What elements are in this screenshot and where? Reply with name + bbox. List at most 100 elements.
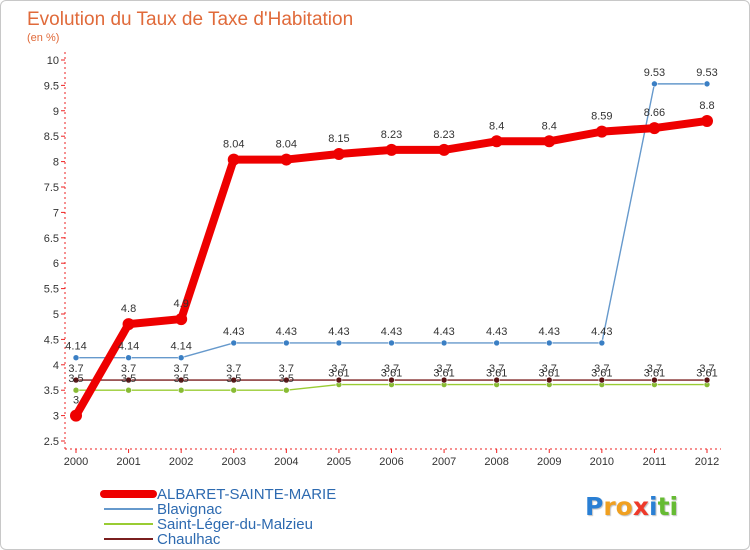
data-point [177, 386, 185, 394]
x-tick-label: 2003 [222, 456, 246, 468]
data-point [335, 339, 343, 347]
data-point [490, 135, 503, 148]
x-tick-label: 2009 [537, 456, 561, 468]
data-point [125, 376, 132, 384]
legend-label: Saint-Léger-du-Malzieu [157, 516, 313, 533]
data-label: 3.7 [279, 363, 294, 375]
x-tick-label: 2005 [327, 456, 351, 468]
x-tick-label: 2000 [64, 456, 88, 468]
x-tick-label: 2007 [432, 456, 456, 468]
data-label: 3.61 [381, 368, 402, 380]
logo-letter: o [615, 492, 633, 521]
x-tick-label: 2004 [274, 456, 298, 468]
data-label: 8.15 [328, 133, 349, 145]
data-label: 3.61 [696, 368, 717, 380]
data-point [598, 339, 606, 347]
x-tick-label: 2011 [643, 456, 667, 468]
data-label: 8.4 [542, 120, 557, 132]
data-label: 3 [73, 395, 79, 407]
logo-letter: i [649, 492, 658, 521]
y-tick-label: 5 [53, 309, 59, 321]
data-point [72, 376, 80, 384]
data-point [230, 386, 238, 394]
y-tick-label: 4 [53, 360, 59, 372]
data-label: 3.61 [539, 368, 560, 380]
data-label: 4.43 [328, 326, 349, 338]
legend-label: Chaulhac [157, 531, 221, 548]
data-label: 3.7 [226, 363, 241, 375]
data-label: 3.5 [121, 373, 136, 385]
data-point [388, 376, 395, 384]
data-point [648, 122, 661, 135]
data-label: 3.7 [121, 363, 136, 375]
y-tick-label: 8 [53, 157, 59, 169]
y-tick-label: 5.5 [44, 284, 59, 296]
data-point [651, 376, 658, 384]
data-label: 3.7 [331, 363, 346, 375]
data-point [230, 339, 238, 347]
y-tick-label: 7 [53, 207, 59, 219]
data-label: 3.61 [433, 368, 454, 380]
y-tick-label: 3 [53, 411, 59, 423]
data-point [543, 135, 556, 148]
x-tick-label: 2012 [695, 456, 719, 468]
data-point [651, 80, 658, 88]
data-point [440, 376, 448, 384]
legend-label: Blavignac [157, 501, 223, 518]
x-tick-label: 2002 [169, 456, 193, 468]
data-label: 8.23 [433, 129, 454, 141]
y-tick-label: 10 [47, 55, 59, 67]
data-point [230, 376, 238, 384]
data-label: 8.04 [276, 139, 297, 151]
data-point [493, 376, 500, 384]
data-point [335, 376, 343, 384]
series-layer [70, 80, 713, 422]
data-point [493, 339, 500, 347]
data-point [227, 153, 240, 166]
data-point [440, 339, 448, 347]
data-point [177, 354, 185, 361]
logo-letter: t [657, 492, 670, 521]
data-label: 9.53 [644, 67, 665, 79]
legend-label: ALBARET-SAINTE-MARIE [157, 486, 336, 503]
proxiti-logo: Proxiti [585, 492, 678, 521]
x-tick-label: 2006 [379, 456, 403, 468]
data-point [545, 339, 553, 347]
data-label: 4.43 [433, 326, 454, 338]
logo-letter: r [603, 492, 616, 521]
y-tick-label: 7.5 [44, 182, 59, 194]
data-label: 8.59 [591, 111, 612, 123]
y-tick-label: 9 [53, 106, 59, 118]
data-point [125, 354, 132, 361]
data-point [703, 376, 711, 384]
data-label: 4.43 [539, 326, 560, 338]
y-tick-label: 6.5 [44, 233, 59, 245]
data-label: 3.5 [279, 373, 294, 385]
data-point [72, 354, 80, 361]
data-point [283, 339, 290, 347]
data-label: 3.61 [591, 368, 612, 380]
data-label: 4.14 [65, 341, 86, 353]
data-label: 9.53 [696, 67, 717, 79]
x-tick-label: 2001 [116, 456, 140, 468]
y-tick-label: 2.5 [44, 436, 59, 448]
data-label: 8.66 [644, 107, 665, 119]
data-point [72, 386, 80, 394]
logo-letter: P [585, 492, 604, 521]
data-point [385, 143, 398, 156]
legend: ALBARET-SAINTE-MARIEBlavignacSaint-Léger… [100, 486, 336, 548]
data-point [438, 143, 451, 156]
data-label: 8.8 [699, 100, 714, 112]
data-label: 3.5 [226, 373, 241, 385]
chart-title: Evolution du Taux de Taxe d'Habitation [27, 9, 353, 30]
data-point [122, 318, 135, 331]
data-label: 4.43 [591, 326, 612, 338]
logo-letter: x [632, 492, 649, 521]
data-point [280, 153, 293, 166]
data-label: 4.14 [170, 341, 191, 353]
y-tick-label: 4.5 [44, 334, 59, 346]
y-tick-label: 8.5 [44, 131, 59, 143]
logo-letter: i [669, 492, 679, 521]
